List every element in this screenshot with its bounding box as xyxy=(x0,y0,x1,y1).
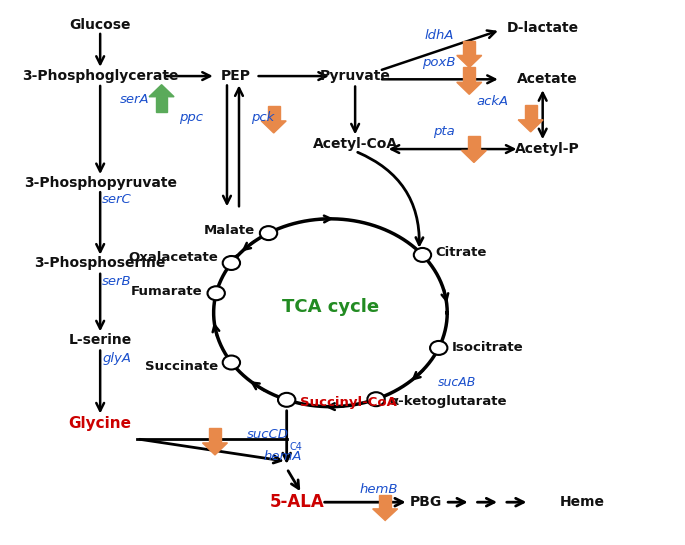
Text: sucAB: sucAB xyxy=(438,376,477,389)
Polygon shape xyxy=(373,509,398,520)
Bar xyxy=(155,97,167,112)
Circle shape xyxy=(367,392,385,406)
Text: Succinate: Succinate xyxy=(145,360,218,373)
Polygon shape xyxy=(457,82,482,94)
Text: serB: serB xyxy=(102,275,132,288)
Text: ldhA: ldhA xyxy=(425,29,454,43)
Text: ppc: ppc xyxy=(179,111,203,124)
Bar xyxy=(209,428,221,443)
Text: serA: serA xyxy=(120,93,150,106)
Bar xyxy=(463,41,475,56)
Text: C4: C4 xyxy=(289,443,302,452)
Text: Citrate: Citrate xyxy=(436,246,487,259)
Text: sucCD: sucCD xyxy=(247,428,289,441)
Text: 3-Phosphoglycerate: 3-Phosphoglycerate xyxy=(22,69,178,83)
Text: pta: pta xyxy=(433,125,455,138)
Bar xyxy=(268,106,279,121)
Text: 3-Phosphopyruvate: 3-Phosphopyruvate xyxy=(24,176,177,190)
Circle shape xyxy=(208,286,225,300)
Text: TCA cycle: TCA cycle xyxy=(282,298,379,317)
Circle shape xyxy=(223,355,240,370)
Text: D-lactate: D-lactate xyxy=(507,21,579,35)
Polygon shape xyxy=(457,56,482,68)
Text: poxB: poxB xyxy=(423,56,456,69)
Text: Acetate: Acetate xyxy=(517,72,577,86)
Text: Glucose: Glucose xyxy=(69,17,131,32)
Text: Acetyl-CoA: Acetyl-CoA xyxy=(312,137,398,151)
Text: Acetyl-P: Acetyl-P xyxy=(515,142,580,156)
Text: ackA: ackA xyxy=(477,95,509,108)
Bar xyxy=(468,136,479,150)
Text: serC: serC xyxy=(102,193,132,206)
Text: Succinyl-CoA: Succinyl-CoA xyxy=(300,396,397,409)
Text: Heme: Heme xyxy=(560,495,605,509)
Bar xyxy=(463,68,475,82)
Text: Oxalacetate: Oxalacetate xyxy=(128,251,218,264)
Text: Glycine: Glycine xyxy=(68,416,132,431)
Polygon shape xyxy=(149,84,174,97)
Text: 5-ALA: 5-ALA xyxy=(270,493,325,511)
Circle shape xyxy=(430,341,447,355)
Text: PBG: PBG xyxy=(410,495,442,509)
Text: Isocitrate: Isocitrate xyxy=(452,341,524,354)
Circle shape xyxy=(278,393,295,407)
Text: Fumarate: Fumarate xyxy=(132,285,203,298)
Circle shape xyxy=(223,256,240,270)
Text: α-ketoglutarate: α-ketoglutarate xyxy=(389,395,507,408)
Circle shape xyxy=(414,248,431,262)
Polygon shape xyxy=(261,121,286,133)
Bar xyxy=(525,105,536,120)
Text: hemA: hemA xyxy=(264,450,302,463)
Polygon shape xyxy=(518,120,543,132)
Text: 3-Phosphoserine: 3-Phosphoserine xyxy=(34,256,166,270)
Polygon shape xyxy=(203,443,227,455)
Circle shape xyxy=(260,226,277,240)
Text: L-serine: L-serine xyxy=(68,333,132,347)
Text: Pyruvate: Pyruvate xyxy=(320,69,390,83)
Text: Malate: Malate xyxy=(204,224,256,237)
Text: PEP: PEP xyxy=(221,69,251,83)
Text: pck: pck xyxy=(251,111,274,124)
Text: hemB: hemB xyxy=(360,483,399,496)
Text: glyA: glyA xyxy=(102,352,132,365)
Polygon shape xyxy=(462,150,486,162)
Bar xyxy=(379,495,391,509)
